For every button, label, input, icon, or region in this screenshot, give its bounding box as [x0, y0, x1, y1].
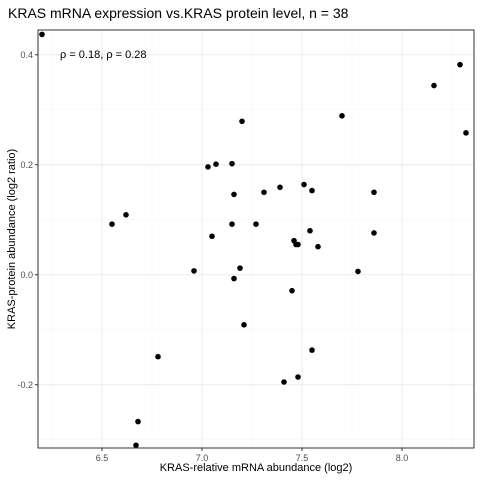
- data-point: [309, 187, 315, 194]
- data-point: [205, 164, 211, 170]
- data-point: [301, 181, 307, 188]
- data-point: [355, 268, 361, 275]
- data-point: [289, 287, 295, 294]
- data-point: [109, 221, 115, 227]
- x-axis-ticks: 6.5 7.0 7.5 8.0: [96, 448, 409, 463]
- y-tick-label: -0.2: [17, 380, 33, 390]
- data-point: [371, 230, 377, 236]
- x-tick-label: 6.5: [96, 453, 109, 463]
- data-point: [339, 113, 345, 119]
- data-point: [315, 243, 321, 250]
- data-point: [209, 233, 215, 240]
- data-point: [277, 184, 283, 191]
- data-point: [371, 189, 377, 196]
- grid-lines: [38, 30, 474, 448]
- y-tick-label: 0.4: [20, 50, 33, 60]
- y-tick-label: 0.0: [20, 270, 33, 280]
- x-axis-label: KRAS-relative mRNA abundance (log2): [160, 462, 353, 474]
- data-point: [231, 275, 237, 282]
- data-point: [39, 31, 45, 38]
- y-tick-label: 0.2: [20, 160, 33, 170]
- data-point: [281, 379, 287, 385]
- data-point: [229, 221, 235, 227]
- plot-panel: [37, 29, 475, 449]
- data-point: [133, 442, 139, 449]
- data-point: [191, 268, 197, 274]
- data-point: [231, 191, 237, 198]
- data-point: [261, 189, 267, 196]
- x-tick-label: 7.0: [196, 453, 209, 463]
- x-tick-label: 8.0: [396, 453, 409, 463]
- y-axis-label: KRAS-protein abundance (log2 ratio): [6, 149, 18, 329]
- data-point: [253, 221, 259, 227]
- y-axis-ticks: -0.2 0.0 0.2 0.4: [17, 50, 38, 390]
- data-point: [239, 118, 245, 125]
- data-point: [463, 130, 469, 136]
- data-point: [295, 241, 301, 248]
- x-tick-label: 7.5: [296, 453, 309, 463]
- data-point: [237, 265, 243, 271]
- data-point: [307, 227, 313, 234]
- data-points: [39, 31, 469, 449]
- panel-border: [37, 29, 475, 449]
- data-point: [431, 82, 437, 89]
- data-point: [229, 160, 235, 167]
- panel-background: [38, 30, 474, 448]
- data-point: [457, 61, 463, 68]
- chart-title: KRAS mRNA expression vs.KRAS protein lev…: [8, 5, 349, 21]
- data-point: [135, 418, 141, 425]
- correlation-annotation: ρ = 0.18, ρ = 0.28: [60, 49, 147, 61]
- data-point: [309, 347, 315, 353]
- data-point: [123, 212, 129, 218]
- data-point: [155, 353, 161, 360]
- data-point: [213, 161, 219, 167]
- data-point: [241, 322, 247, 328]
- data-point: [295, 374, 301, 380]
